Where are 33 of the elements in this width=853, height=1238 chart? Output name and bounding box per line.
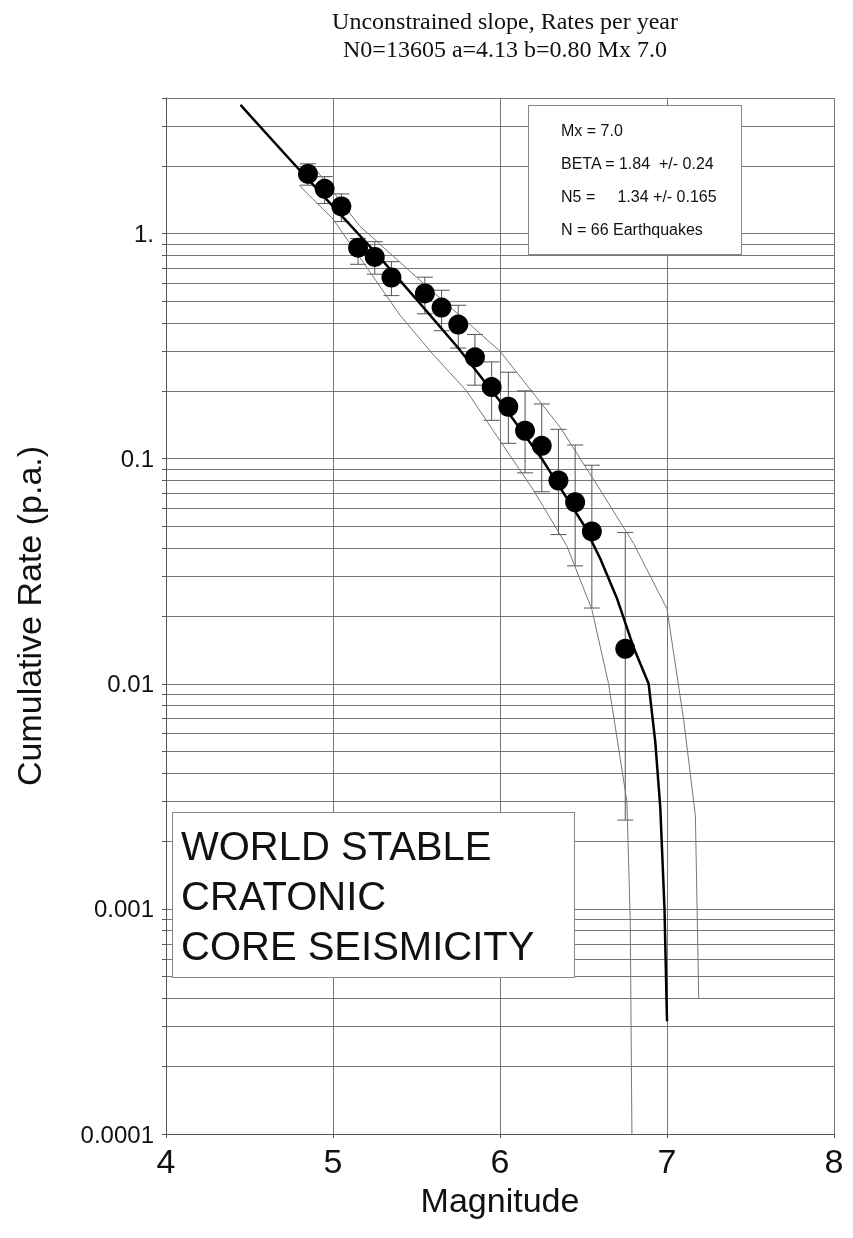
point [581, 521, 602, 542]
x-tick-label: 6 [490, 1142, 510, 1180]
point [548, 470, 569, 491]
chart-title: Unconstrained slope, Rates per year [332, 8, 678, 34]
point [331, 196, 352, 217]
point [364, 246, 385, 267]
chart-subtitle: N0=13605 a=4.13 b=0.80 Mx 7.0 [343, 36, 667, 62]
y-tick-label: 0.1 [120, 445, 154, 473]
point [481, 377, 502, 398]
y-tick-label: 0.001 [93, 895, 154, 923]
point [615, 638, 636, 659]
note-box: WORLD STABLE CRATONIC CORE SEISMICITY [172, 812, 576, 978]
point [381, 267, 402, 288]
y-axis-title: Cumulative Rate (p.a.) [10, 445, 48, 787]
x-axis-title: Magnitude [420, 1180, 580, 1219]
point [448, 314, 469, 335]
x-tick-label: 8 [824, 1142, 844, 1180]
point [498, 396, 519, 417]
note-box: Mx = 7.0 BETA = 1.84 +/- 0.24 N5 = 1.34 +/- 0.165 N = 66 Earthquakes [528, 105, 742, 255]
x-tick-label: 5 [323, 1142, 343, 1180]
point [314, 178, 335, 199]
point [464, 347, 485, 368]
y-tick-label: 0.01 [107, 670, 154, 698]
x-tick-label: 7 [657, 1142, 677, 1180]
point [515, 420, 536, 441]
point [414, 283, 435, 304]
point [531, 435, 552, 456]
point [348, 237, 369, 258]
y-tick-label: 0.0001 [80, 1120, 154, 1148]
point [431, 297, 452, 318]
point [565, 492, 586, 513]
y-tick-label: 1. [133, 220, 154, 248]
x-tick-label: 4 [156, 1142, 176, 1180]
